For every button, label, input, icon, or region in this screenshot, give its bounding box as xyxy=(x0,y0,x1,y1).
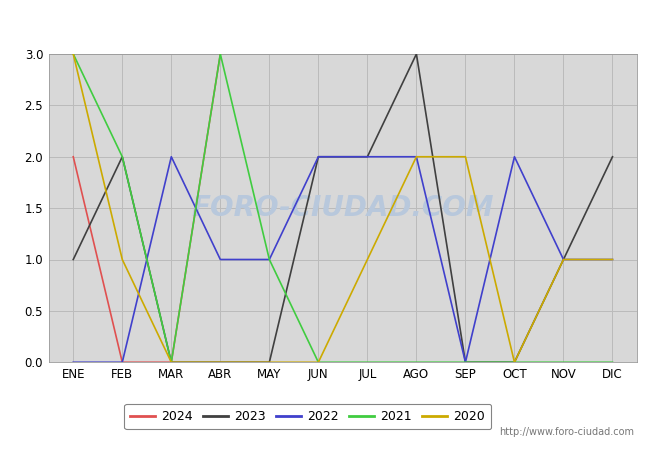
2020 xyxy=(462,154,469,159)
2023 xyxy=(608,154,616,159)
2022 xyxy=(608,257,616,262)
2021 xyxy=(510,360,518,365)
Line: 2023: 2023 xyxy=(73,54,612,362)
Line: 2024: 2024 xyxy=(73,54,220,362)
2023 xyxy=(510,360,518,365)
2022 xyxy=(216,257,224,262)
Legend: 2024, 2023, 2022, 2021, 2020: 2024, 2023, 2022, 2021, 2020 xyxy=(124,404,491,429)
2023 xyxy=(462,360,469,365)
2023 xyxy=(560,257,567,262)
2020 xyxy=(560,257,567,262)
2023 xyxy=(265,360,273,365)
2022 xyxy=(560,257,567,262)
2021 xyxy=(265,257,273,262)
2023 xyxy=(216,360,224,365)
2021 xyxy=(413,360,421,365)
Text: http://www.foro-ciudad.com: http://www.foro-ciudad.com xyxy=(499,428,634,437)
2022 xyxy=(315,154,322,159)
2020 xyxy=(363,257,371,262)
2022 xyxy=(70,360,77,365)
2020 xyxy=(168,360,176,365)
2024 xyxy=(168,360,176,365)
Line: 2020: 2020 xyxy=(73,54,612,362)
2021 xyxy=(118,154,126,159)
2024 xyxy=(118,360,126,365)
2023 xyxy=(168,360,176,365)
2021 xyxy=(462,360,469,365)
Text: Matriculaciones de Vehiculos en Jayena: Matriculaciones de Vehiculos en Jayena xyxy=(153,17,497,35)
2021 xyxy=(560,360,567,365)
2021 xyxy=(216,51,224,57)
2022 xyxy=(265,257,273,262)
2020 xyxy=(315,360,322,365)
2020 xyxy=(118,257,126,262)
2020 xyxy=(510,360,518,365)
2023 xyxy=(413,51,421,57)
2023 xyxy=(118,154,126,159)
2022 xyxy=(413,154,421,159)
2020 xyxy=(265,360,273,365)
2021 xyxy=(70,51,77,57)
Line: 2021: 2021 xyxy=(73,54,612,362)
2021 xyxy=(168,360,176,365)
2020 xyxy=(216,360,224,365)
2020 xyxy=(70,51,77,57)
2023 xyxy=(363,154,371,159)
2022 xyxy=(168,154,176,159)
2022 xyxy=(510,154,518,159)
2022 xyxy=(118,360,126,365)
2023 xyxy=(315,154,322,159)
2022 xyxy=(462,360,469,365)
2020 xyxy=(608,257,616,262)
Line: 2022: 2022 xyxy=(73,157,612,362)
2024 xyxy=(70,154,77,159)
2022 xyxy=(363,154,371,159)
2021 xyxy=(363,360,371,365)
2024 xyxy=(216,51,224,57)
2023 xyxy=(70,257,77,262)
2021 xyxy=(315,360,322,365)
2020 xyxy=(413,154,421,159)
2021 xyxy=(608,360,616,365)
Text: FORO-CIUDAD.COM: FORO-CIUDAD.COM xyxy=(192,194,494,222)
